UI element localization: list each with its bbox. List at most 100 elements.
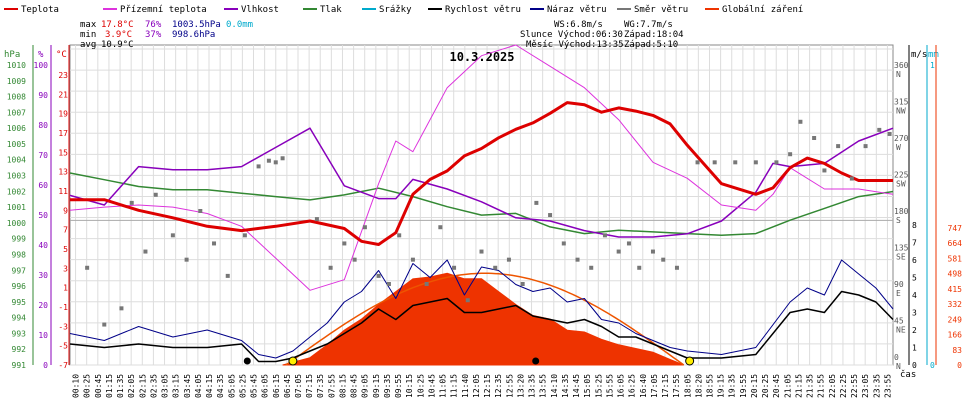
tick-label-time: 15:25 xyxy=(594,374,603,398)
wind-direction-point xyxy=(548,213,553,218)
wind-direction-point xyxy=(812,136,817,140)
tick-label-time: 10:45 xyxy=(427,374,436,398)
tick-label-dir-letter: NW xyxy=(896,107,906,116)
tick-label-time: 21:35 xyxy=(806,374,815,398)
tick-label-pct: 30 xyxy=(38,271,48,280)
tick-label-rad: 83 xyxy=(952,346,962,355)
tick-label-time: 15:55 xyxy=(605,374,614,398)
wind-direction-point xyxy=(465,298,470,303)
wind-direction-point xyxy=(153,192,158,197)
tick-label-hpa: 1004 xyxy=(7,156,26,165)
tick-label-ms: 3 xyxy=(912,309,917,318)
tick-label-dir: 0 xyxy=(894,353,899,362)
tick-label-dir: 315 xyxy=(894,98,909,107)
tick-label-dir-letter: E xyxy=(896,289,901,298)
wind-direction-point xyxy=(887,131,892,136)
tick-label-dir-letter: N xyxy=(896,70,901,79)
tick-label-time: 13:35 xyxy=(528,374,537,398)
tick-label-time: 20:15 xyxy=(750,374,759,398)
tick-label-time: 16:40 xyxy=(639,374,648,398)
tick-label-c: 19 xyxy=(58,110,68,119)
tick-label-ms: 1 xyxy=(912,344,917,353)
tick-label-time: 17:55 xyxy=(672,374,681,398)
tick-label-dir-letter: W xyxy=(896,143,901,152)
tick-label-hpa: 996 xyxy=(12,282,27,291)
tick-label-dir: 270 xyxy=(894,134,909,143)
tick-label-dir-letter: S xyxy=(896,216,901,225)
wind-direction-point xyxy=(753,160,758,165)
series-line-rychlost-v-tru xyxy=(69,290,894,363)
tick-label-time: 11:15 xyxy=(450,374,459,398)
tick-label-dir: 45 xyxy=(894,317,904,326)
tick-label-mm: 1 xyxy=(930,61,935,70)
tick-label-time: 11:40 xyxy=(461,374,470,398)
tick-label-pct: 90 xyxy=(38,91,48,100)
tick-label-time: 23:05 xyxy=(861,374,870,398)
wind-direction-point xyxy=(386,282,391,286)
tick-label-time: 14:10 xyxy=(550,374,559,398)
wind-direction-point xyxy=(410,257,415,262)
tick-label-hpa: 1007 xyxy=(7,108,26,117)
tick-label-time: 01:35 xyxy=(116,374,125,398)
sun-marker xyxy=(685,356,695,366)
tick-label-time: 16:25 xyxy=(628,374,637,398)
legend-label: Teplota xyxy=(21,5,59,15)
tick-label-ms: 5 xyxy=(912,274,917,283)
tick-label-hpa: 992 xyxy=(12,345,27,354)
tick-label-pct: 10 xyxy=(38,331,48,340)
tick-label-time: 07:55 xyxy=(327,374,336,398)
tick-label-time: 11:05 xyxy=(439,374,448,398)
tick-label-dir-letter: SW xyxy=(896,180,906,189)
moon-marker xyxy=(243,357,251,365)
wind-direction-point xyxy=(452,265,457,270)
wind-direction-point xyxy=(822,168,827,173)
tick-label-hpa: 993 xyxy=(12,329,27,338)
tick-label-time: 10:25 xyxy=(416,374,425,398)
tick-label-hpa: 1001 xyxy=(7,203,26,212)
wind-direction-point xyxy=(788,152,793,157)
tick-label-c: 23 xyxy=(58,71,68,80)
tick-label-time: 21:05 xyxy=(783,374,792,398)
tick-label-time: 10:15 xyxy=(405,374,414,398)
tick-label-time: 23:35 xyxy=(872,374,881,398)
axis-unit-c: °C xyxy=(56,50,67,60)
tick-label-time: 04:15 xyxy=(205,374,214,398)
info-block: WS:6.8m/s WG:7.7m/s Slunce Východ:06:30 … xyxy=(520,20,684,50)
axis-unit-mm: mm xyxy=(928,50,939,60)
legend-label: Náraz větru xyxy=(547,5,607,15)
tick-label-c: -7 xyxy=(58,361,68,370)
stat-max-press: 1003.5hPa xyxy=(172,20,221,30)
tick-label-rad: 664 xyxy=(948,239,963,248)
tick-label-c: 1 xyxy=(63,284,68,293)
wind-direction-point xyxy=(674,265,679,270)
tick-label-time: 07:15 xyxy=(305,374,314,398)
tick-label-time: 13:20 xyxy=(516,374,525,398)
radiation-layer xyxy=(282,272,685,366)
tick-label-time: 12:05 xyxy=(472,374,481,398)
tick-label-time: 21:15 xyxy=(794,374,803,398)
tick-label-pct: 0 xyxy=(43,361,48,370)
series-line-p--zemn--teplota xyxy=(69,44,894,291)
tick-label-time: 22:55 xyxy=(850,374,859,398)
legend-label: Směr větru xyxy=(634,5,688,15)
tick-label-c: 13 xyxy=(58,168,68,177)
stat-max-label: max xyxy=(80,20,97,30)
series-line-tlak xyxy=(69,172,894,237)
tick-label-time: 16:05 xyxy=(617,374,626,398)
tick-label-time: 13:55 xyxy=(539,374,548,398)
tick-label-c: 11 xyxy=(58,187,68,196)
tick-label-time: 12:35 xyxy=(494,374,503,398)
stat-min-temp: 3.9°C xyxy=(105,30,132,40)
tick-label-pct: 100 xyxy=(34,61,49,70)
info-moon-set: Západ:5:10 xyxy=(624,40,678,50)
tick-label-time: 00:25 xyxy=(83,374,92,398)
tick-label-pct: 20 xyxy=(38,301,48,310)
tick-label-rad: 415 xyxy=(948,285,963,294)
axis-unit-ms: m/s xyxy=(911,50,927,60)
tick-label-time: 09:15 xyxy=(372,374,381,398)
wind-direction-point xyxy=(102,322,107,327)
wind-direction-point xyxy=(212,241,217,246)
tick-label-time: 02:35 xyxy=(149,374,158,398)
wind-direction-point xyxy=(85,265,90,270)
